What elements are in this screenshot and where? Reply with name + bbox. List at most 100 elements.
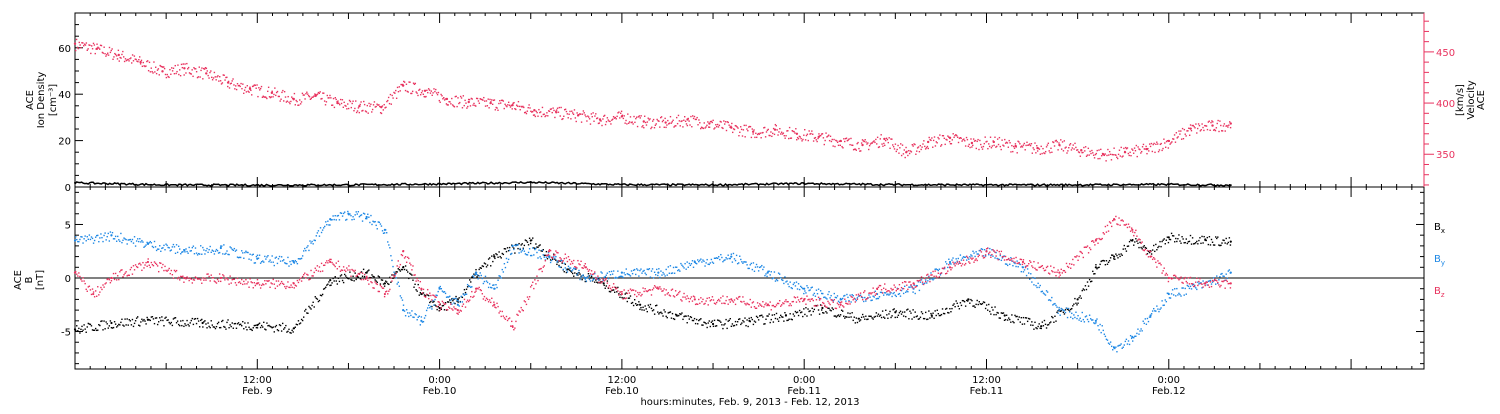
b-point (170, 273, 171, 274)
b-point (924, 318, 925, 319)
velocity-point (303, 94, 304, 95)
b-point (818, 289, 819, 290)
b-point (564, 258, 565, 259)
b-point (226, 250, 227, 251)
velocity-point (952, 133, 953, 134)
b-point (631, 270, 632, 271)
b-point (266, 256, 267, 257)
b-point (452, 309, 453, 310)
velocity-point (751, 137, 752, 138)
b-point (563, 269, 564, 270)
b-point (897, 317, 898, 318)
b-point (120, 233, 121, 234)
b-point (199, 326, 200, 327)
b-point (564, 263, 565, 264)
velocity-point (436, 92, 437, 93)
b-point (283, 284, 284, 285)
b-point (292, 331, 293, 332)
b-point (305, 309, 306, 310)
b-point (1150, 316, 1151, 317)
velocity-point (1017, 152, 1018, 153)
velocity-point (337, 100, 338, 101)
b-point (252, 330, 253, 331)
b-point (269, 287, 270, 288)
velocity-point (1136, 145, 1137, 146)
b-point (1209, 236, 1210, 237)
b-point (614, 292, 615, 293)
velocity-point (719, 125, 720, 126)
b-point (112, 232, 113, 233)
velocity-point (922, 143, 923, 144)
velocity-point (984, 136, 985, 137)
velocity-point (151, 67, 152, 68)
b-point (1211, 239, 1212, 240)
b-point (833, 309, 834, 310)
b-point (777, 318, 778, 319)
b-point (1023, 317, 1024, 318)
b-point (848, 301, 849, 302)
b-point (955, 300, 956, 301)
velocity-point (148, 70, 149, 71)
b-point (961, 265, 962, 266)
velocity-point (150, 71, 151, 72)
b-point (688, 298, 689, 299)
b-point (206, 248, 207, 249)
b-point (904, 311, 905, 312)
velocity-point (1089, 151, 1090, 152)
b-point (245, 326, 246, 327)
b-point (187, 324, 188, 325)
velocity-point (1165, 147, 1166, 148)
b-point (788, 319, 789, 320)
b-point (591, 276, 592, 277)
velocity-point (936, 142, 937, 143)
density-data-point (803, 183, 805, 185)
b-point (1165, 299, 1166, 300)
b-point (934, 270, 935, 271)
b-point (637, 304, 638, 305)
b-point (506, 251, 507, 252)
b-point (163, 270, 164, 271)
b-point (163, 325, 164, 326)
velocity-point (745, 125, 746, 126)
velocity-point (760, 132, 761, 133)
b-data-point (1149, 314, 1151, 316)
b-point (1216, 275, 1217, 276)
velocity-point (440, 94, 441, 95)
velocity-point (274, 87, 275, 88)
b-point (118, 239, 119, 240)
b-point (643, 291, 644, 292)
b-point (319, 300, 320, 301)
b-point (755, 266, 756, 267)
velocity-point (166, 77, 167, 78)
b-point (805, 307, 806, 308)
b-point (613, 270, 614, 271)
velocity-point (973, 138, 974, 139)
top-ylabel-line1: ACE (25, 90, 36, 110)
b-point (125, 271, 126, 272)
b-point (486, 266, 487, 267)
velocity-point (411, 93, 412, 94)
b-point (418, 280, 419, 281)
velocity-point (279, 100, 280, 101)
b-point (526, 304, 527, 305)
b-point (794, 315, 795, 316)
b-point (215, 251, 216, 252)
velocity-point (1179, 133, 1180, 134)
b-point (240, 257, 241, 258)
velocity-point (768, 129, 769, 130)
b-point (185, 248, 186, 249)
velocity-point (1070, 143, 1071, 144)
b-point (1226, 238, 1227, 239)
velocity-point (115, 54, 116, 55)
b-point (402, 255, 403, 256)
velocity-point (529, 107, 530, 108)
b-point (657, 275, 658, 276)
b-data-point (293, 261, 295, 263)
velocity-point (1145, 146, 1146, 147)
velocity-point (961, 140, 962, 141)
b-point (324, 265, 325, 266)
b-point (777, 280, 778, 281)
velocity-point (747, 130, 748, 131)
velocity-point (988, 143, 989, 144)
b-point (1160, 246, 1161, 247)
